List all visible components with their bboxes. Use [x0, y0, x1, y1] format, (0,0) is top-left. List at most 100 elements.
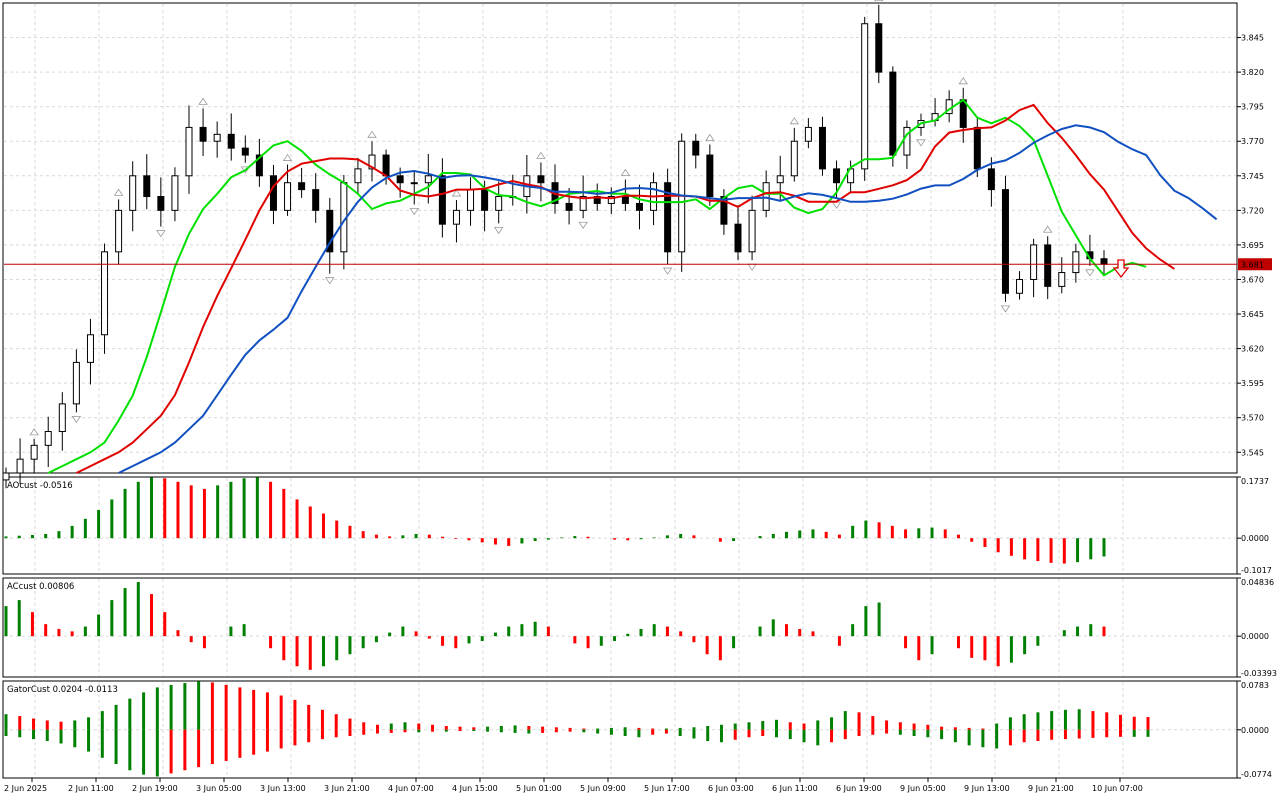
- pane-title: AOcust -0.0516: [7, 481, 73, 491]
- y-tick-label: 3.545: [1241, 448, 1264, 457]
- candle-bear: [1100, 258, 1108, 265]
- candle-bull: [776, 175, 784, 184]
- x-axis-label: 3 Jun 05:00: [196, 784, 242, 793]
- fractal-up-icon: [29, 428, 39, 436]
- sell-signal-arrow-icon[interactable]: [1112, 259, 1130, 279]
- y-tick-label: 3.645: [1241, 310, 1264, 319]
- candle-bear: [720, 196, 728, 225]
- x-axis-label: 9 Jun 13:00: [964, 784, 1010, 793]
- candle-bear: [889, 71, 897, 156]
- x-axis-label: 4 Jun 07:00: [388, 784, 434, 793]
- fractal-up-icon: [789, 117, 800, 125]
- x-axis-label: 3 Jun 13:00: [260, 784, 306, 793]
- fractal-up-icon: [705, 133, 715, 141]
- candle-bear: [255, 154, 263, 177]
- candle-bull: [72, 361, 80, 405]
- candle-bull: [410, 182, 418, 185]
- candle-bear: [382, 154, 390, 177]
- indicator-pane-ao[interactable]: [2, 476, 1238, 575]
- fractal-down-icon: [916, 139, 926, 147]
- x-axis-label: 10 Jun 07:00: [1092, 784, 1143, 793]
- candle-bear: [987, 168, 995, 191]
- fractal-down-icon: [578, 221, 588, 229]
- x-axis-label: 2 Jun 2025: [4, 784, 47, 793]
- main-chart-pane[interactable]: [2, 2, 1238, 474]
- candle-bull: [1030, 244, 1038, 280]
- candle-bull: [354, 168, 362, 184]
- candle-bear: [565, 202, 573, 211]
- candle-bull: [115, 209, 123, 253]
- candle-bear: [537, 175, 545, 184]
- candle-bull: [762, 182, 770, 211]
- candle-bear: [312, 189, 320, 211]
- candle-bear: [833, 168, 841, 184]
- candle-bull: [748, 209, 756, 253]
- candle-bull: [16, 458, 24, 474]
- x-axis-label: 5 Jun 17:00: [644, 784, 690, 793]
- x-axis-label: 2 Jun 11:00: [68, 784, 114, 793]
- fractal-down-icon: [325, 277, 335, 285]
- y-tick-label: 3.670: [1241, 275, 1264, 284]
- indicator-pane-ac[interactable]: [2, 577, 1238, 678]
- fractal-up-icon: [367, 130, 377, 138]
- y-tick-label: 3.795: [1241, 103, 1264, 112]
- candle-bull: [1072, 251, 1080, 274]
- pane-title: ACcust 0.00806: [7, 582, 74, 592]
- candle-bull: [804, 126, 812, 142]
- y-tick-label: -0.1017: [1241, 566, 1272, 575]
- candle-bear: [199, 126, 207, 142]
- candle-bear: [326, 209, 334, 253]
- x-axis-label: 5 Jun 01:00: [516, 784, 562, 793]
- y-tick-label: 3.745: [1241, 172, 1264, 181]
- candle-bull: [861, 23, 869, 170]
- candle-bear: [706, 154, 714, 198]
- candle-bull: [101, 251, 109, 336]
- candle-bull: [1058, 272, 1066, 287]
- candle-bear: [157, 196, 165, 211]
- y-tick-label: 3.695: [1241, 241, 1264, 250]
- ma-fast-line: [47, 98, 1147, 474]
- fractal-up-icon: [958, 77, 968, 85]
- fractal-down-icon: [493, 226, 504, 235]
- current-price-label: 3.681: [1241, 260, 1264, 269]
- fractal-up-icon: [620, 168, 631, 176]
- fractal-down-icon: [71, 415, 82, 424]
- fractal-down-icon: [1085, 269, 1095, 277]
- y-tick-label: 0.0783: [1241, 681, 1269, 690]
- y-tick-label: -0.0774: [1241, 770, 1272, 779]
- candle-bull: [1016, 278, 1024, 294]
- candle-bear: [227, 133, 235, 149]
- y-tick-label: 3.570: [1241, 414, 1264, 423]
- fractal-up-icon: [113, 188, 124, 196]
- x-axis-label: 9 Jun 05:00: [900, 784, 946, 793]
- candle-bear: [818, 126, 826, 170]
- candle-bear: [269, 175, 277, 211]
- y-tick-label: 0.0000: [1241, 632, 1269, 641]
- candle-bear: [621, 196, 629, 204]
- y-tick-label: 0.0000: [1241, 534, 1269, 543]
- pane-title: GatorCust 0.0204 -0.0113: [7, 685, 118, 695]
- y-tick-label: 3.820: [1241, 68, 1264, 77]
- candle-bull: [2, 472, 10, 481]
- candle-bear: [298, 182, 306, 191]
- candle-bull: [284, 182, 292, 211]
- candle-bear: [438, 175, 446, 225]
- x-axis-label: 9 Jun 21:00: [1028, 784, 1074, 793]
- x-axis-label: 6 Jun 19:00: [836, 784, 882, 793]
- y-tick-label: 3.595: [1241, 379, 1264, 388]
- candle-bear: [143, 175, 151, 198]
- candle-bull: [579, 196, 587, 211]
- candle-bull: [607, 196, 615, 204]
- x-axis-label: 4 Jun 15:00: [452, 784, 498, 793]
- candle-bull: [86, 334, 94, 363]
- candle-bear: [396, 175, 404, 184]
- candle-bear: [1044, 244, 1052, 287]
- candle-bull: [44, 431, 52, 446]
- candle-bear: [875, 23, 883, 73]
- candle-bear: [635, 202, 643, 211]
- ma-slow-line: [118, 124, 1218, 474]
- candle-bear: [692, 140, 700, 156]
- y-tick-label: 0.1737: [1241, 477, 1269, 486]
- y-tick-label: 3.845: [1241, 34, 1264, 43]
